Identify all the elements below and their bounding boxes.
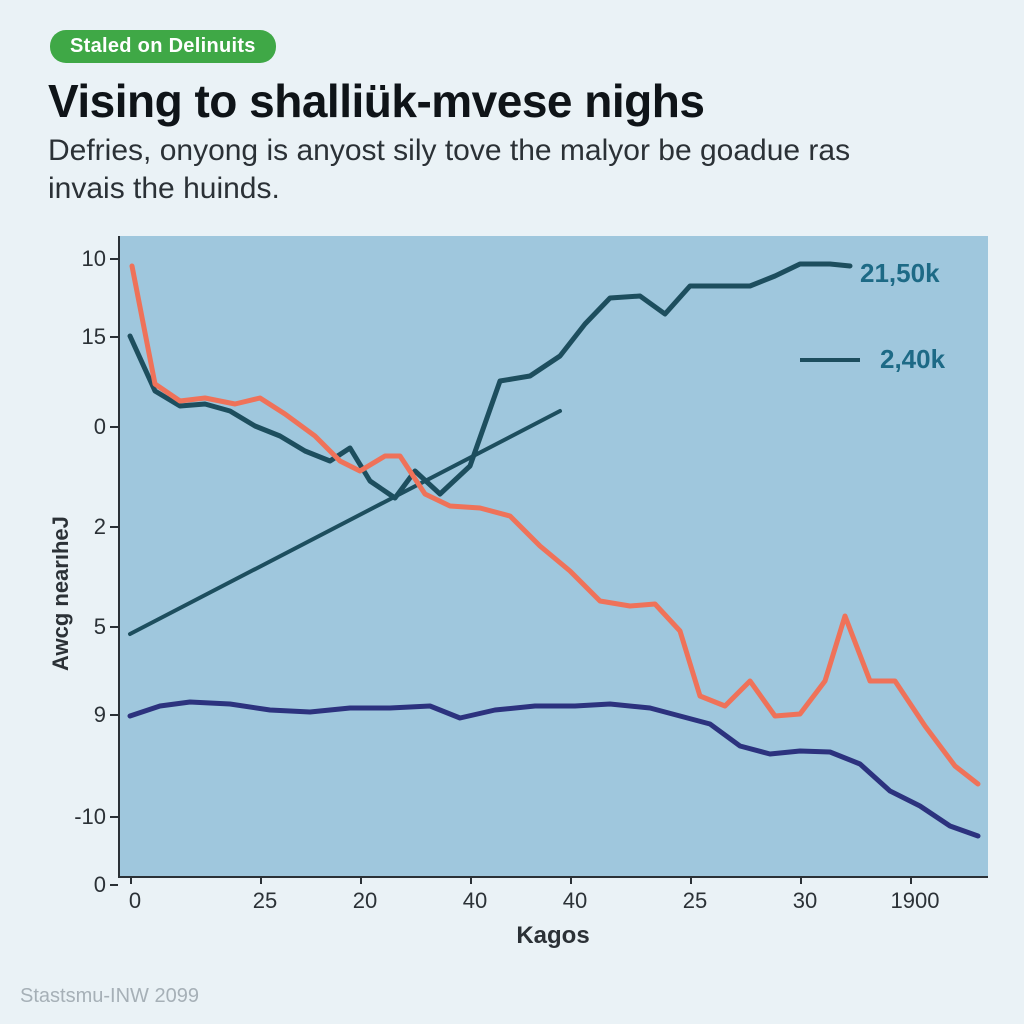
chart-area: 10150259-100 02520404025301900 Awcg near… — [40, 226, 1000, 946]
series-dark-straight — [130, 411, 560, 634]
legend-swatch — [800, 358, 860, 362]
page-subtitle: Defries, onyong is anyost sily tove the … — [48, 132, 908, 207]
series-dark-rising — [130, 264, 850, 498]
source-footer: Stastsmu-INW 2099 — [20, 985, 199, 1008]
category-badge: Staled on Delinuits — [50, 30, 276, 63]
series-navy-flat — [130, 702, 978, 836]
x-axis-label: Kagos — [453, 922, 653, 950]
page-title: Vising to shalliük-mvese nighs — [48, 74, 704, 128]
legend-label: 21,50k — [860, 258, 940, 289]
legend-label: 2,40k — [880, 344, 945, 375]
chart-lines — [40, 226, 1008, 896]
